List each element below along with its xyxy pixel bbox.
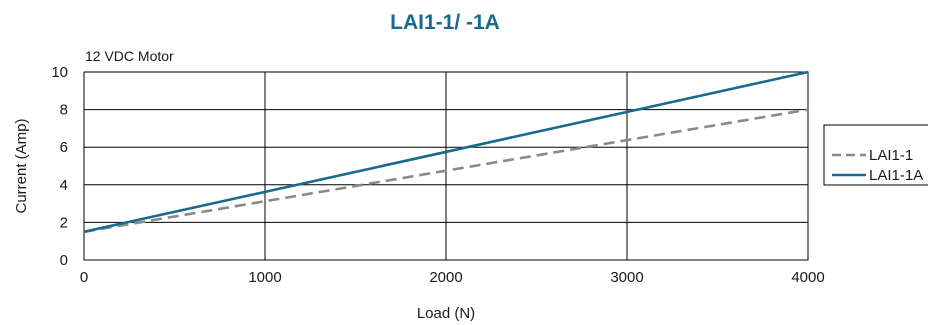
y-tick-label-4: 8 (60, 102, 68, 119)
series-line-lai1-1a (83, 70, 809, 234)
legend: LAI1-1 LAI1-1A (823, 124, 928, 186)
series-layer (83, 70, 809, 234)
x-tick-label-3: 3000 (610, 269, 643, 286)
y-tick-label-2: 4 (60, 177, 68, 194)
plot-frame (83, 71, 809, 261)
x-tick-label-4: 4000 (791, 269, 824, 286)
x-tick-label-2: 2000 (429, 269, 462, 286)
series-line-lai1-1 (83, 108, 809, 234)
chart-subtitle: 12 VDC Motor (85, 48, 174, 64)
y-tick-label-5: 10 (51, 64, 68, 81)
x-tick-label-1: 1000 (248, 269, 281, 286)
y-tick-label-3: 6 (60, 139, 68, 156)
grid (83, 71, 809, 261)
y-tick-label-0: 0 (60, 252, 68, 269)
y-tick-label-1: 2 (60, 214, 68, 231)
legend-items: LAI1-1 LAI1-1A (832, 147, 923, 184)
legend-label-lai1-1a: LAI1-1A (869, 167, 923, 184)
x-axis-label: Load (N) (417, 305, 475, 322)
x-tick-label-0: 0 (80, 269, 88, 286)
y-tick-labels: 0 2 4 6 8 10 (51, 64, 68, 269)
legend-label-lai1-1: LAI1-1 (869, 147, 913, 164)
y-axis-label: Current (Amp) (13, 118, 30, 213)
x-tick-labels: 0 1000 2000 3000 4000 (80, 269, 825, 286)
chart-title: LAI1-1/ -1A (390, 11, 500, 34)
